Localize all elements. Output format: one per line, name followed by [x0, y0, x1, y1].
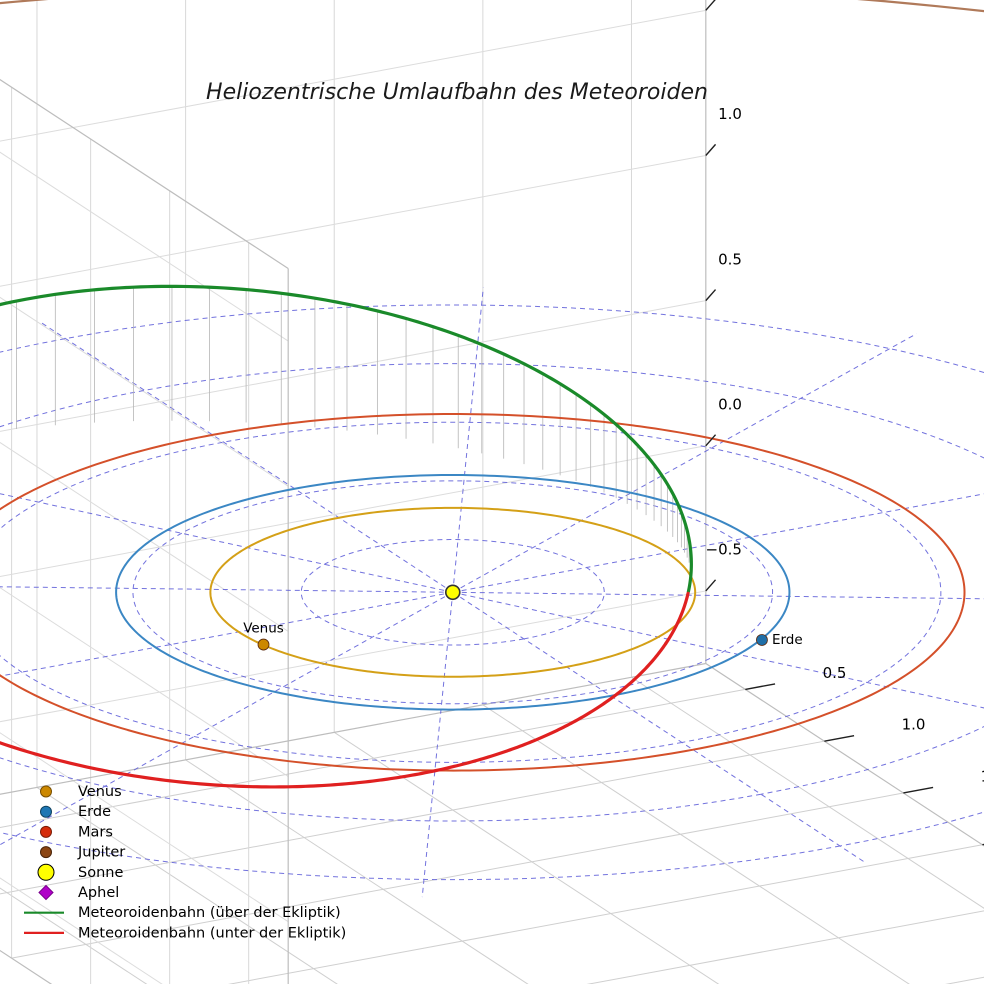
grid-line-wall-z — [0, 587, 289, 777]
planet-marker-venus — [257, 638, 270, 651]
polar-guide-spoke — [0, 591, 454, 846]
planet-orbit-mars — [0, 413, 966, 772]
grid-line-floor-y — [333, 731, 720, 984]
axes-box-edge — [0, 662, 706, 795]
grid-line-floor-x — [0, 740, 825, 895]
meteoroid-drop-lines — [16, 286, 692, 582]
z-axis-tick — [705, 434, 717, 447]
sun-marker-group — [444, 584, 461, 601]
legend-label: Erde — [78, 804, 111, 820]
planet-markers-group: MarsVenusErde — [243, 621, 803, 651]
z-axis-tick-label: 0.5 — [718, 250, 742, 268]
meteoroid-orbit-below-ecliptic — [0, 642, 668, 789]
grid-line-wall-z — [0, 151, 289, 342]
grid-line-floor-x — [11, 792, 904, 959]
legend-marker-mars — [40, 825, 52, 838]
legend-label: Meteoroidenbahn (unter der Ekliptik) — [78, 925, 346, 941]
z-axis-tick — [705, 0, 716, 11]
polar-guide-spoke — [421, 592, 454, 898]
axis-tick-labels: 0.51.01.52.02.53.00.00.51.01.52.02.5−0.5… — [706, 105, 984, 785]
polar-guide-spoke — [0, 586, 453, 593]
grid-line-floor-y — [482, 704, 910, 984]
z-axis-tick-label: 0.0 — [718, 396, 742, 414]
grid-line-wall-z — [0, 877, 163, 984]
legend-label: Aphel — [78, 885, 119, 901]
grid-line-floor-x — [586, 910, 984, 984]
legend-marker-jupiter — [40, 846, 52, 859]
z-axis-tick-label: 1.0 — [718, 105, 742, 123]
planet-label-erde: Erde — [772, 632, 803, 648]
x-axis-tick — [903, 786, 934, 794]
legend-marker-venus — [40, 785, 52, 798]
grid-line-wall-z — [0, 732, 289, 923]
legend-label: Meteoroidenbahn (über der Ekliptik) — [78, 905, 341, 921]
grid-line-wall2-z — [0, 154, 706, 287]
grid-line-floor-x — [227, 844, 983, 984]
x-axis-tick-label: 1.0 — [902, 716, 926, 734]
grid-line-wall2-z — [0, 445, 706, 578]
z-axis-tick — [705, 143, 717, 156]
polar-guide-spoke — [452, 591, 864, 862]
legend-label: Mars — [78, 824, 113, 840]
x-axis-tick-label: 1.5 — [981, 767, 984, 785]
sun-marker — [444, 584, 461, 601]
legend-marker-sonne — [37, 863, 55, 881]
grid-line-wall-z — [0, 296, 289, 487]
grid-line-floor-y — [631, 676, 984, 909]
z-axis-tick — [705, 579, 717, 592]
polar-guide-spoke — [452, 591, 984, 600]
planet-orbit-erde — [115, 473, 791, 711]
legend-marker-erde — [40, 805, 52, 818]
z-axis-tick — [705, 289, 717, 302]
x-axis-tick — [824, 734, 855, 742]
polar-guide-spoke — [452, 333, 917, 593]
meteoroid-orbit-above-ecliptic — [0, 284, 693, 594]
polar-guide-spoke — [41, 322, 454, 593]
grid-line-wall-z — [0, 441, 289, 632]
grid-line-wall2-z — [0, 300, 706, 432]
axes-box-edge — [0, 78, 289, 269]
grid-line-floor-x — [0, 688, 746, 828]
legend-marker-aphel — [38, 884, 54, 901]
polar-guide-spoke — [452, 591, 984, 709]
polar-guide-spoke — [0, 493, 453, 593]
polar-guide-spoke — [452, 287, 484, 593]
polar-guide-ring — [0, 421, 942, 763]
page-title: Heliozentrische Umlaufbahn des Meteoroid… — [206, 80, 708, 105]
planet-marker-erde — [756, 634, 768, 646]
legend-label: Venus — [78, 784, 122, 800]
axes-box-edge — [705, 663, 984, 847]
planet-orbit-venus — [209, 506, 697, 678]
legend-label: Sonne — [78, 865, 123, 881]
z-axis-tick-label: −0.5 — [706, 541, 742, 559]
x-axis-tick — [745, 683, 776, 691]
ecliptic-polar-guides — [0, 287, 984, 898]
grid-line-floor-y — [0, 887, 148, 984]
legend-label: Jupiter — [77, 845, 125, 861]
x-axis-tick-label: 0.5 — [823, 664, 847, 682]
grid-line-wall2-z — [0, 590, 706, 723]
meteoroid-orbit-below-ecliptic — [664, 591, 690, 646]
polar-guide-ring — [0, 304, 984, 881]
planet-label-venus: Venus — [243, 621, 284, 637]
axis-tick-marks — [705, 0, 984, 846]
meteoroid-orbit-group — [0, 284, 693, 789]
legend: Venus Erde Mars Jupiter Sonne Aphel Meteoroide… — [24, 784, 346, 941]
grid-line-wall2-z — [0, 9, 706, 142]
grid-line-floor-y — [36, 786, 338, 984]
